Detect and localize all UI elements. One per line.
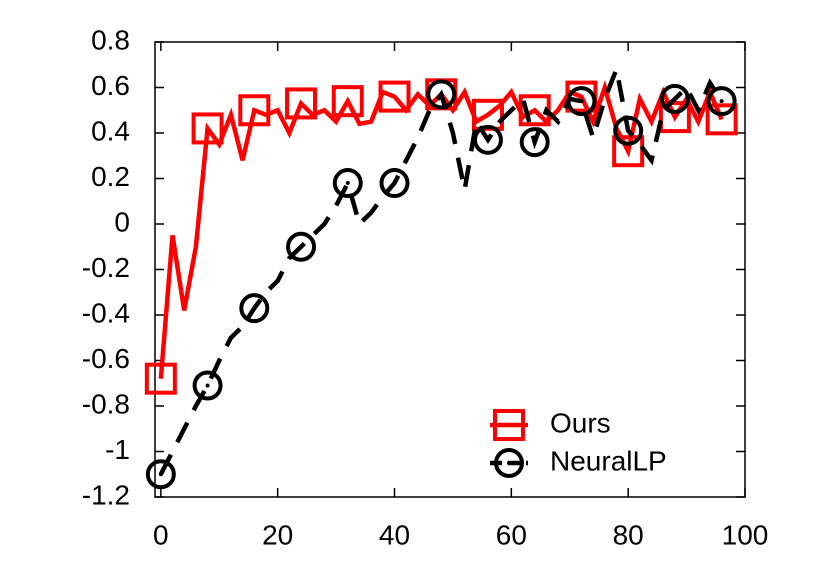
- x-tick-label: 40: [379, 519, 410, 550]
- data-point: [145, 459, 176, 490]
- legend-label: NeuralLP: [550, 445, 667, 476]
- data-point: [285, 87, 318, 120]
- x-tick-label: 20: [262, 519, 293, 550]
- x-tick-label: 60: [496, 519, 527, 550]
- data-point-dot: [579, 99, 584, 104]
- data-point-dot: [205, 383, 210, 388]
- legend-marker-dot: [507, 461, 511, 465]
- data-point-dot: [485, 137, 490, 142]
- y-tick-label: 0: [114, 206, 130, 237]
- x-tick-label: 0: [153, 519, 169, 550]
- data-point: [519, 127, 550, 158]
- data-point-dot: [719, 99, 724, 104]
- data-point-dot: [672, 96, 677, 101]
- data-point: [705, 103, 738, 136]
- data-point: [659, 83, 690, 114]
- data-point: [191, 112, 224, 145]
- y-tick-label: 0.8: [91, 24, 130, 55]
- data-point-dot: [439, 92, 444, 97]
- series-line: [158, 61, 724, 476]
- y-tick-label: -0.4: [82, 297, 130, 328]
- data-point-dot: [158, 472, 163, 477]
- data-point: [239, 293, 270, 324]
- series-line: [158, 79, 724, 379]
- data-point: [238, 94, 271, 127]
- data-point: [472, 124, 503, 155]
- data-point: [286, 231, 317, 262]
- y-tick-label: -0.8: [82, 388, 130, 419]
- data-point: [192, 370, 223, 401]
- data-point-dot: [532, 140, 537, 145]
- data-point: [378, 80, 411, 113]
- y-tick-label: -0.6: [82, 343, 130, 374]
- x-tick-label: 80: [613, 519, 644, 550]
- y-tick-label: -1.2: [82, 479, 130, 510]
- legend-label: Ours: [550, 407, 611, 438]
- data-point-dot: [626, 128, 631, 133]
- data-point-dot: [252, 306, 257, 311]
- y-tick-label: -0.2: [82, 252, 130, 283]
- y-tick-label: 0.2: [91, 161, 130, 192]
- data-point: [332, 168, 363, 199]
- data-point: [426, 79, 457, 110]
- legend-marker: [494, 448, 524, 478]
- data-point: [706, 86, 737, 117]
- data-point-dot: [299, 244, 304, 249]
- data-point: [613, 115, 644, 146]
- data-point-dot: [392, 181, 397, 186]
- data-point-dot: [345, 181, 350, 186]
- y-tick-label: 0.4: [91, 115, 130, 146]
- data-point: [566, 86, 597, 117]
- x-tick-label: 100: [722, 519, 769, 550]
- y-tick-label: 0.6: [91, 70, 130, 101]
- legend-marker: [493, 409, 525, 441]
- data-point: [379, 168, 410, 199]
- data-point: [331, 85, 364, 118]
- data-point: [658, 101, 691, 134]
- y-tick-label: -1: [105, 434, 130, 465]
- data-point: [144, 362, 177, 395]
